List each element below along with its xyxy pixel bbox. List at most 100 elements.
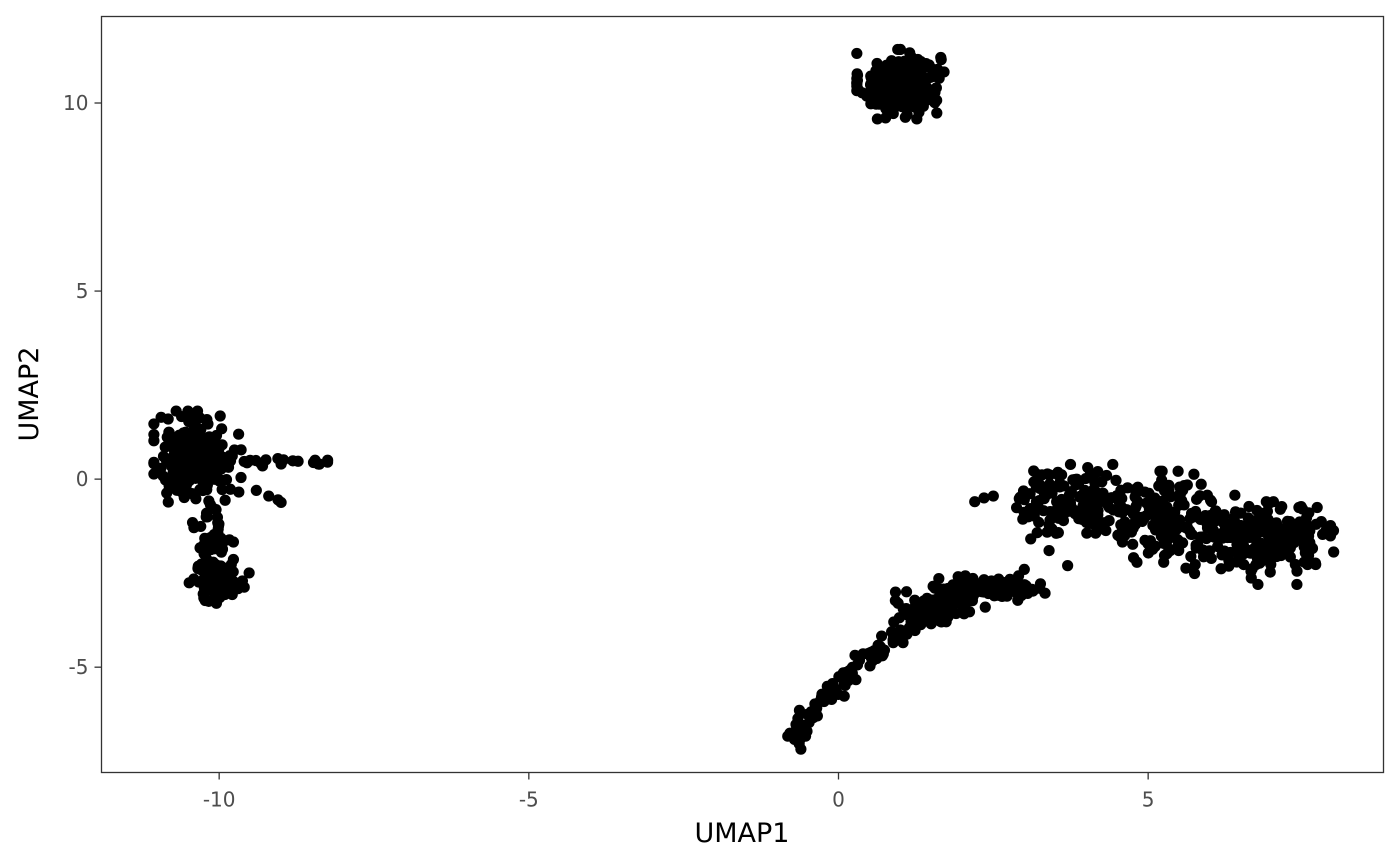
data-point — [1171, 523, 1183, 535]
data-point — [1121, 504, 1133, 516]
data-point — [1136, 515, 1148, 528]
data-point — [1163, 530, 1175, 542]
y-axis: -5 0 5 10 — [63, 91, 102, 679]
data-point — [1260, 496, 1272, 508]
data-point — [1043, 544, 1055, 557]
y-tick-label: 10 — [63, 91, 88, 115]
data-point — [1115, 519, 1127, 531]
data-point — [1149, 524, 1162, 536]
y-axis-title: UMAP2 — [14, 347, 45, 442]
data-point — [1114, 531, 1126, 543]
data-point — [923, 59, 935, 71]
data-point — [899, 111, 911, 123]
data-point — [1130, 500, 1142, 512]
data-point — [1205, 496, 1218, 508]
data-point — [987, 490, 999, 502]
data-point — [148, 428, 160, 441]
data-point — [1320, 524, 1332, 536]
data-point — [244, 454, 256, 466]
data-point — [791, 723, 803, 735]
data-point — [233, 428, 245, 440]
y-tick-label: -5 — [69, 655, 89, 679]
data-point — [900, 586, 913, 598]
data-point — [896, 101, 909, 113]
data-point — [1215, 514, 1227, 527]
data-point — [1052, 527, 1064, 539]
data-point — [210, 429, 223, 442]
data-point — [1242, 544, 1254, 557]
data-point — [911, 113, 923, 125]
data-point — [175, 486, 187, 498]
data-point — [851, 47, 863, 60]
x-tick-label: 5 — [1142, 788, 1155, 812]
data-point — [199, 586, 212, 599]
data-point — [224, 455, 237, 467]
data-point — [1201, 545, 1213, 557]
data-point — [1127, 552, 1140, 564]
data-point — [1041, 468, 1054, 480]
data-point — [1271, 538, 1283, 550]
data-point — [963, 606, 976, 618]
data-point — [871, 113, 884, 125]
data-point — [182, 471, 194, 484]
data-point — [927, 598, 939, 610]
x-tick-label: 0 — [832, 788, 845, 812]
data-point — [1300, 512, 1313, 524]
data-point — [148, 418, 160, 430]
data-point — [969, 496, 981, 508]
data-point — [200, 543, 212, 555]
data-point — [1025, 533, 1037, 545]
data-point — [1067, 474, 1079, 486]
data-point — [195, 520, 207, 533]
data-point — [1195, 478, 1207, 490]
data-point — [165, 475, 177, 488]
data-point — [200, 464, 212, 476]
data-point — [176, 410, 188, 423]
data-point — [213, 475, 225, 487]
data-point — [1223, 560, 1235, 572]
data-point — [1018, 563, 1030, 576]
data-point — [864, 660, 876, 672]
data-point — [1180, 562, 1192, 574]
data-point — [173, 429, 185, 441]
data-point — [321, 456, 334, 468]
data-point — [815, 691, 828, 703]
data-point — [892, 59, 905, 71]
data-point — [191, 413, 203, 425]
data-point — [1276, 500, 1288, 513]
data-point — [930, 82, 942, 94]
data-point — [929, 580, 941, 592]
data-point — [950, 607, 962, 620]
data-point — [1081, 508, 1093, 520]
data-point — [174, 441, 186, 454]
data-point — [900, 602, 912, 615]
data-point — [165, 435, 177, 448]
data-point — [207, 452, 219, 464]
data-point — [889, 586, 902, 598]
data-point — [227, 536, 240, 548]
data-point — [191, 457, 203, 469]
data-point — [1053, 512, 1065, 524]
data-point — [1154, 465, 1166, 477]
data-point — [1034, 578, 1047, 590]
data-point — [1115, 484, 1127, 496]
data-point — [1232, 554, 1244, 566]
x-tick-label: -10 — [203, 788, 236, 812]
data-point — [1194, 513, 1207, 525]
data-point — [225, 558, 237, 571]
data-point — [801, 708, 814, 720]
data-point — [942, 611, 954, 623]
data-point — [1161, 483, 1173, 495]
data-point — [1065, 502, 1078, 514]
data-point — [876, 630, 888, 642]
data-point — [1051, 496, 1063, 508]
data-point — [1304, 525, 1316, 537]
data-point — [1010, 502, 1023, 514]
data-point — [1034, 482, 1046, 495]
data-point — [851, 78, 863, 90]
data-point — [832, 688, 844, 701]
data-point — [1004, 573, 1016, 585]
data-point — [882, 103, 894, 115]
data-point — [1265, 558, 1277, 571]
